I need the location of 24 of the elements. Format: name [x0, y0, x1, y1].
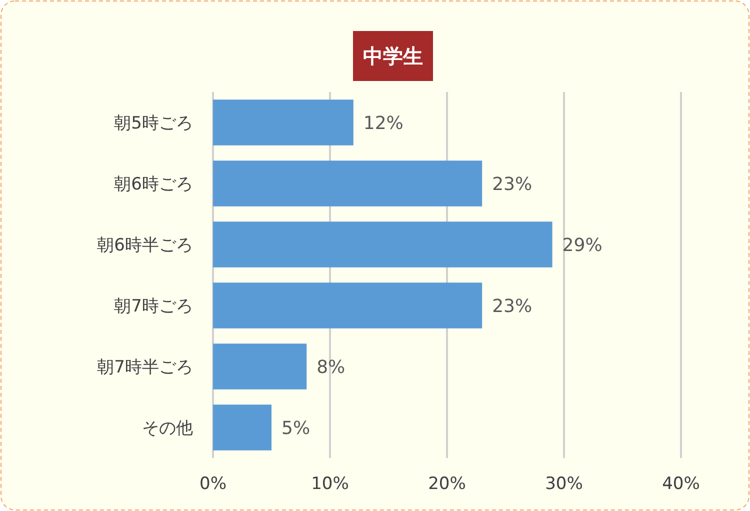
bar — [213, 344, 307, 390]
data-label: 5% — [282, 418, 310, 439]
bar — [213, 100, 354, 146]
y-tick-label: 朝6時半ごろ — [97, 235, 193, 256]
data-label: 23% — [492, 174, 532, 195]
bar — [213, 404, 272, 450]
bar — [213, 282, 482, 328]
y-tick-label: 朝5時ごろ — [114, 113, 193, 134]
x-tick-label: 20% — [428, 474, 466, 494]
chart-title: 中学生 — [363, 44, 423, 68]
y-tick-label: その他 — [142, 418, 193, 438]
bar — [213, 222, 552, 268]
data-label: 8% — [316, 356, 346, 378]
y-tick-label: 朝7時半ごろ — [97, 357, 193, 378]
x-tick-label: 0% — [200, 474, 226, 494]
data-label: 12% — [363, 112, 404, 134]
data-label: 29% — [562, 234, 602, 256]
x-tick-label: 30% — [545, 474, 583, 494]
data-label: 23% — [492, 296, 532, 317]
x-tick-label: 40% — [662, 474, 700, 494]
x-tick-label: 10% — [311, 474, 349, 494]
y-tick-label: 朝7時ごろ — [114, 296, 193, 316]
y-tick-label: 朝6時ごろ — [114, 174, 193, 194]
bar — [213, 160, 482, 206]
